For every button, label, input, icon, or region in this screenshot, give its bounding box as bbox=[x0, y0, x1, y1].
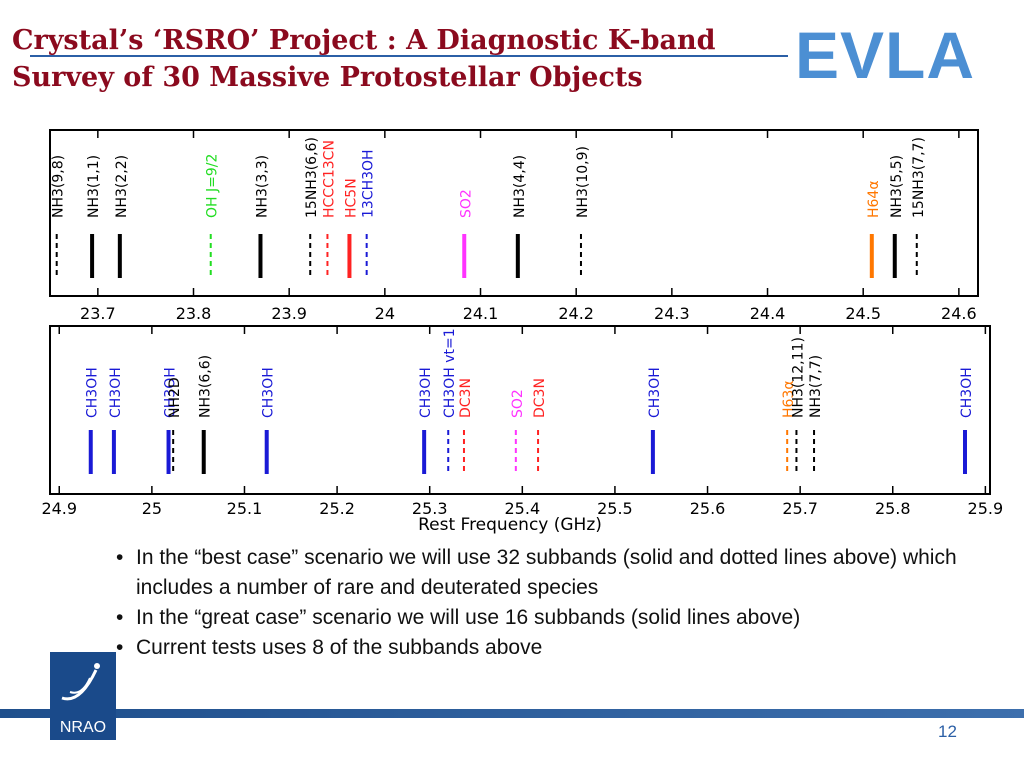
nrao-logo: NRAO bbox=[50, 652, 116, 740]
panel-1-line-label: HCCC13CN bbox=[321, 140, 337, 218]
panel-1-line-label: SO2 bbox=[458, 189, 474, 218]
panel-1-tick-label: 23.7 bbox=[80, 304, 116, 323]
panel-1-tick-label: 23.8 bbox=[176, 304, 212, 323]
panel-2-line-label: CH3OH bbox=[261, 367, 277, 418]
panel-2-frame bbox=[49, 325, 991, 495]
panel-2-tick-label: 25.7 bbox=[782, 499, 818, 518]
slide-title-line-1: Crystal’s ‘RSRO’ Project : A Diagnostic … bbox=[12, 25, 716, 56]
panel-2-line-label: CH3OH vt=1 bbox=[442, 328, 458, 418]
spectral-line-chart: 23.7 23.8 23.9 24 24.1 24.2 24.3 24.4 24.5 24.6 NH… bbox=[41, 129, 1003, 535]
panel-2-line-label: CH3OH bbox=[647, 367, 663, 418]
nrao-logo-text: NRAO bbox=[60, 719, 106, 736]
panel-1-tick-label: 24.2 bbox=[558, 304, 594, 323]
panel-1-tick-label: 24.3 bbox=[654, 304, 690, 323]
panel-2-line-label: CH3OH bbox=[85, 367, 101, 418]
panel-1-line-label: NH3(10,9) bbox=[575, 146, 591, 218]
panel-2-line-label: CH3OH bbox=[418, 367, 434, 418]
panel-2-line-label: NH3(7,7) bbox=[808, 355, 824, 418]
footer-bar bbox=[0, 709, 1024, 718]
panel-2-line-label: CH3OH bbox=[163, 367, 179, 418]
bullet-item: Current tests uses 8 of the subbands abo… bbox=[114, 633, 974, 663]
panel-2-tick-label: 25.2 bbox=[319, 499, 355, 518]
panel-2-tick-label: 25 bbox=[142, 499, 162, 518]
panel-2-tick-label: 25.3 bbox=[412, 499, 448, 518]
panel-2-tick-label: 24.9 bbox=[41, 499, 77, 518]
panel-1-tick-label: 24 bbox=[375, 304, 395, 323]
panel-1-line-label: 15NH3(6,6) bbox=[304, 137, 320, 218]
panel-1-line-label: NH3(9,8) bbox=[51, 155, 67, 218]
panel-1-line-label: H64α bbox=[866, 180, 882, 218]
panel-1-line-label: NH3(5,5) bbox=[889, 155, 905, 218]
bullet-item: In the “best case” scenario we will use … bbox=[114, 543, 974, 603]
panel-2-line-label: H63α bbox=[781, 380, 797, 418]
panel-2-line-label: DC3N bbox=[458, 378, 474, 418]
panel-1-line-label: 15NH3(7,7) bbox=[911, 137, 927, 218]
slide-title: Crystal’s ‘RSRO’ Project : A Diagnostic … bbox=[12, 22, 715, 96]
panel-2: 24.9 25 25.1 25.2 25.3 25.4 25.5 25.6 25.7 25.8 25… bbox=[41, 326, 1003, 518]
bullet-list: In the “best case” scenario we will use … bbox=[114, 543, 974, 663]
evla-logo: EVLA bbox=[795, 18, 976, 92]
panel-2-line-label: CH3OH bbox=[108, 367, 124, 418]
panel-2-tick-label: 25.6 bbox=[690, 499, 726, 518]
panel-2-line-label: DC3N bbox=[532, 378, 548, 418]
panel-2-tick-label: 25.5 bbox=[597, 499, 633, 518]
panel-2-tick-label: 25.9 bbox=[968, 499, 1004, 518]
panel-1-tick-label: 24.6 bbox=[941, 304, 977, 323]
panel-1-line-label: NH3(2,2) bbox=[114, 155, 130, 218]
panel-1-tick-label: 24.4 bbox=[750, 304, 786, 323]
panel-2-tick-label: 25.4 bbox=[505, 499, 541, 518]
panel-1-frame bbox=[49, 129, 979, 297]
panel-2-line-label: NH3(12,11) bbox=[790, 337, 806, 418]
x-axis-label: Rest Frequency (GHz) bbox=[418, 515, 602, 535]
title-underline bbox=[30, 55, 788, 57]
panel-2-line-label: SO2 bbox=[510, 389, 526, 418]
panel-1: 23.7 23.8 23.9 24 24.1 24.2 24.3 24.4 24.5 24.6 NH… bbox=[51, 130, 977, 323]
panel-2-line-label: NH3(6,6) bbox=[198, 355, 214, 418]
panel-1-tick-label: 24.5 bbox=[845, 304, 881, 323]
panel-1-line-label: NH3(4,4) bbox=[512, 155, 528, 218]
panel-1-line-label: HC5N bbox=[343, 178, 359, 218]
panel-1-tick-label: 23.9 bbox=[271, 304, 307, 323]
panel-1-tick-label: 24.1 bbox=[463, 304, 499, 323]
panel-1-line-label: 13CH3OH bbox=[361, 149, 377, 218]
slide-title-line-2: Survey of 30 Massive Protostellar Object… bbox=[12, 62, 643, 93]
panel-2-line-label: NH2D bbox=[167, 377, 183, 418]
panel-1-line-label: OH J=9/2 bbox=[205, 154, 221, 218]
panel-1-line-label: NH3(1,1) bbox=[86, 155, 102, 218]
panel-2-tick-label: 25.8 bbox=[875, 499, 911, 518]
panel-2-tick-label: 25.1 bbox=[227, 499, 263, 518]
panel-2-line-label: CH3OH bbox=[959, 367, 975, 418]
panel-1-line-label: NH3(3,3) bbox=[254, 155, 270, 218]
page-number: 12 bbox=[938, 722, 957, 741]
bullet-item: In the “great case” scenario we will use… bbox=[114, 603, 974, 633]
